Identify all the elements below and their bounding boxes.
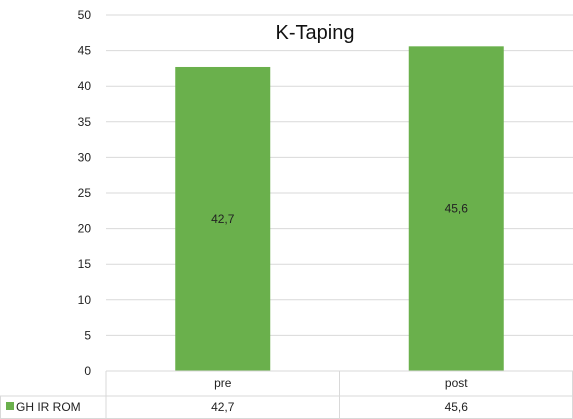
table-value: 42,7	[211, 400, 235, 414]
bar	[408, 46, 504, 371]
bars: 42,7 45,6	[175, 46, 504, 371]
y-tick-label: 40	[78, 79, 92, 93]
data-table: pre post GH IR ROM 42,7 45,6	[0, 370, 573, 419]
y-axis: 0 5 10 15 20 25 30 35 40 45 50	[78, 8, 92, 378]
chart-title: K-Taping	[276, 22, 355, 44]
legend-swatch	[6, 402, 14, 410]
x-tick-label: post	[445, 376, 468, 390]
y-tick-label: 50	[78, 8, 92, 22]
bar	[175, 66, 271, 371]
y-tick-label: 30	[78, 150, 92, 164]
y-tick-label: 15	[78, 257, 92, 271]
table-value: 45,6	[445, 400, 469, 414]
y-tick-label: 5	[84, 328, 91, 342]
data-label: 45,6	[445, 202, 469, 216]
y-tick-label: 10	[78, 293, 92, 307]
y-tick-label: 0	[84, 364, 91, 378]
x-tick-label: pre	[214, 376, 232, 390]
legend-label: GH IR ROM	[16, 400, 81, 414]
data-label: 42,7	[211, 212, 235, 226]
y-tick-label: 35	[78, 115, 92, 129]
y-tick-label: 20	[78, 222, 92, 236]
y-tick-label: 25	[78, 186, 92, 200]
y-tick-label: 45	[78, 44, 92, 58]
